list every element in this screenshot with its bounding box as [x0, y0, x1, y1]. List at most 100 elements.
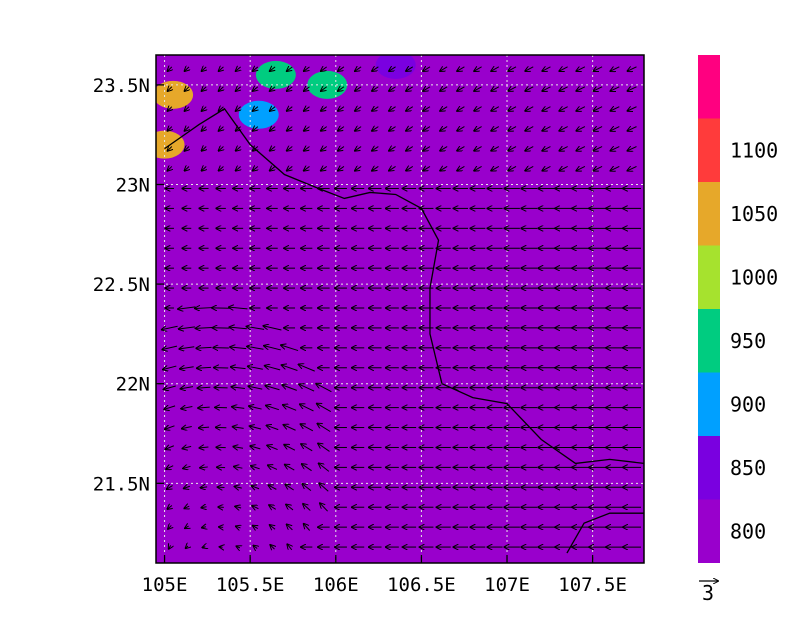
wind-vector: [252, 506, 259, 509]
wind-vector: [389, 87, 396, 91]
wind-vector: [406, 107, 414, 111]
wind-vector: [593, 166, 603, 170]
wind-vector: [162, 326, 178, 329]
wind-vector: [266, 406, 280, 411]
wind-vector: [202, 166, 207, 170]
wind-vector: [355, 67, 362, 71]
wind-vector: [183, 466, 191, 468]
wind-vector: [162, 346, 178, 349]
wind-vector: [304, 524, 311, 531]
wind-vector: [169, 545, 171, 548]
y-tick-label: 23N: [116, 174, 150, 196]
wind-vector: [474, 147, 482, 151]
wind-vector: [316, 384, 332, 393]
wind-vector: [195, 308, 213, 309]
wind-vector: [287, 127, 292, 131]
colorbar-label: 1100: [730, 138, 778, 162]
plot-area: [156, 55, 644, 563]
wind-vector: [406, 147, 414, 151]
wind-vector: [321, 166, 328, 170]
wind-vector: [338, 147, 345, 151]
wind-vector: [593, 107, 603, 111]
wind-vector: [236, 67, 241, 71]
wind-vector: [525, 107, 534, 111]
wind-vector: [168, 525, 171, 528]
wind-vector: [267, 425, 279, 431]
wind-vector: [287, 147, 292, 151]
wind-vector: [355, 107, 362, 111]
wind-vector: [237, 546, 240, 548]
wind-vector: [168, 147, 172, 151]
wind-vector: [610, 107, 620, 111]
wind-vector: [304, 107, 310, 111]
x-tick-label: 107E: [484, 574, 530, 596]
wind-vector: [165, 426, 175, 429]
wind-vector: [440, 127, 448, 131]
wind-vector: [202, 527, 206, 528]
wind-vector: [338, 107, 345, 111]
wind-vector: [281, 345, 299, 352]
wind-vector: [236, 107, 241, 111]
wind-vector: [525, 147, 534, 151]
wind-vector: [184, 486, 191, 488]
wind-vector: [180, 367, 194, 369]
wind-vector: [235, 486, 242, 488]
wind-vector: [247, 326, 265, 329]
wind-vector: [474, 107, 482, 111]
wind-vector: [355, 127, 362, 131]
wind-vector: [559, 166, 568, 170]
wind-vector: [286, 505, 294, 511]
wind-vector: [179, 327, 195, 329]
wind-vector: [457, 87, 465, 91]
wind-vector: [559, 67, 568, 71]
wind-vector: [168, 166, 172, 170]
wind-vector: [525, 67, 534, 71]
wind-vector: [236, 526, 241, 528]
wind-vector: [248, 386, 263, 389]
wind-vector: [164, 406, 176, 409]
wind-vector: [321, 147, 328, 151]
wind-vector: [253, 526, 258, 529]
wind-vector: [423, 107, 431, 111]
wind-vector: [317, 424, 331, 432]
wind-vector: [300, 404, 314, 412]
wind-vector: [491, 147, 500, 151]
wind-vector: [264, 346, 281, 351]
wind-vector: [440, 67, 448, 71]
reference-vector: 3: [699, 581, 718, 605]
colorbar-segment: [698, 372, 720, 436]
colorbar-segment: [698, 118, 720, 182]
wind-vector: [181, 407, 193, 409]
wind-vector: [542, 67, 551, 71]
wind-vector: [232, 407, 245, 409]
colorbar-segment: [698, 182, 720, 246]
wind-vector: [372, 67, 379, 71]
wind-vector: [304, 67, 310, 71]
wind-vector: [168, 107, 172, 111]
wind-vector: [406, 67, 414, 71]
wind-vector: [299, 364, 315, 372]
wind-vector: [559, 147, 568, 151]
wind-vector: [201, 507, 206, 508]
wind-vector: [219, 87, 224, 91]
wind-vector: [542, 87, 551, 91]
x-axis-ticks: 105E 105.5E 106E 106.5E 107E 107.5E: [142, 555, 627, 596]
wind-vector: [253, 87, 258, 91]
wind-vector: [610, 166, 620, 170]
colorbar-label: 800: [730, 519, 766, 543]
x-tick-label: 105E: [142, 574, 188, 596]
wind-vector: [304, 87, 310, 91]
wind-vector: [576, 147, 586, 151]
wind-vector: [268, 465, 278, 469]
wind-vector: [163, 366, 177, 369]
colorbar-label: 850: [730, 456, 766, 480]
wind-vector: [474, 67, 482, 71]
wind-vector: [185, 147, 189, 151]
wind-vector: [318, 443, 330, 452]
wind-vector: [184, 506, 189, 508]
wind-vector: [338, 127, 345, 131]
x-tick-label: 106E: [313, 574, 359, 596]
wind-vector: [389, 166, 396, 170]
wind-vector: [440, 166, 448, 170]
wind-vector: [265, 386, 280, 391]
